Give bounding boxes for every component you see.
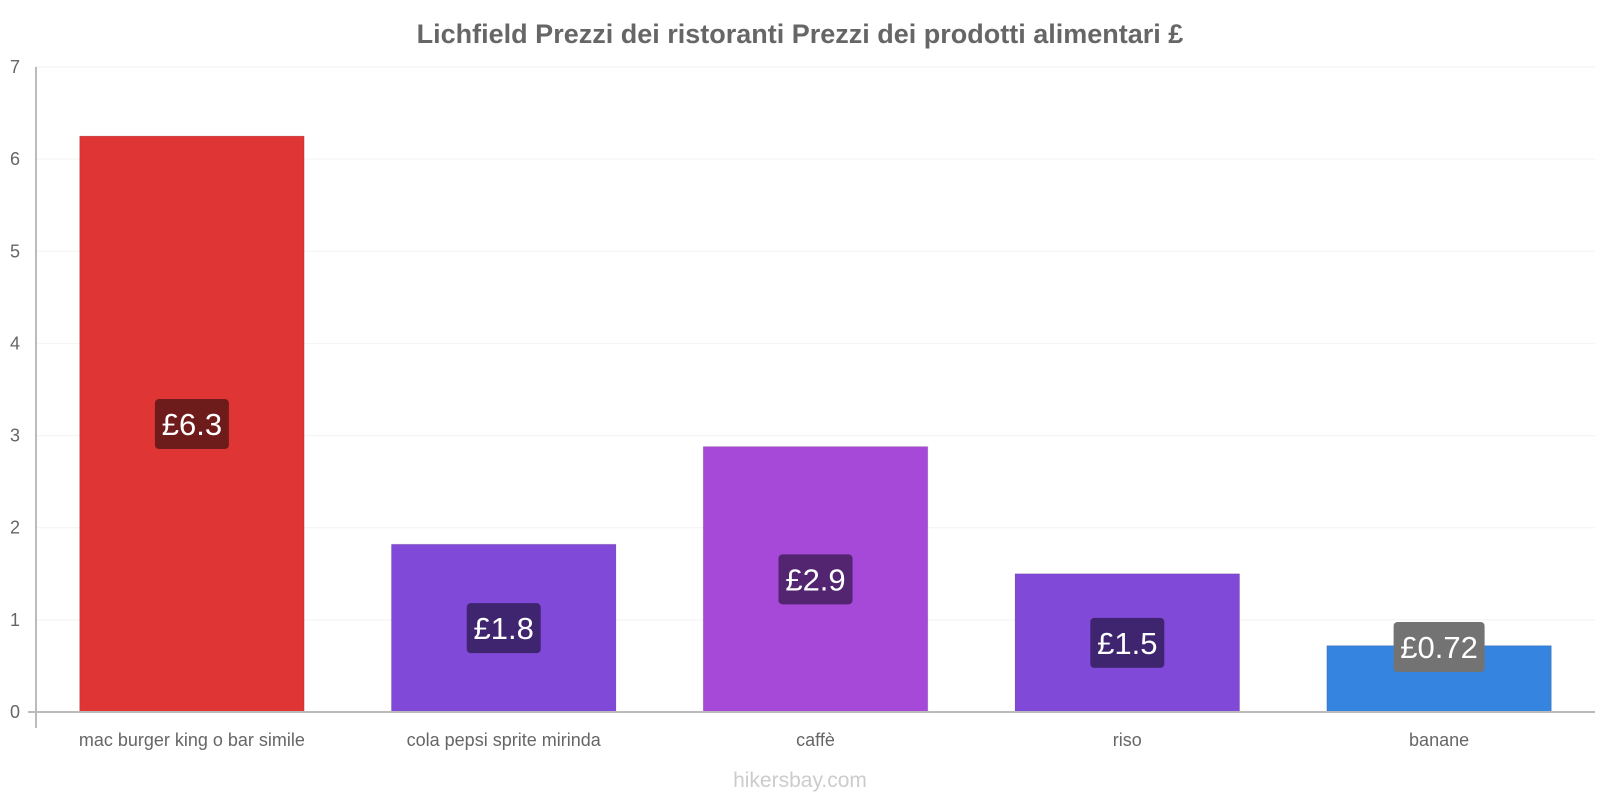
data-label-badge	[1393, 622, 1485, 672]
data-label-badge	[154, 399, 229, 450]
data-label: £0.72	[1400, 630, 1478, 665]
data-labels: £6.3 £1.8 £2.9 £1.5 £0.72	[154, 399, 1485, 672]
x-tick-label: mac burger king o bar simile	[79, 730, 305, 750]
y-tick-label: 7	[10, 57, 20, 77]
y-tick-label: 0	[10, 702, 20, 722]
x-tick-label: caffè	[796, 730, 835, 750]
data-label-badge	[1090, 617, 1165, 668]
x-tick-label: cola pepsi sprite mirinda	[407, 730, 602, 750]
data-label: £1.8	[474, 611, 534, 646]
data-label-badge	[778, 554, 853, 605]
y-tick-label: 6	[10, 149, 20, 169]
data-label: £2.9	[785, 562, 845, 597]
bars	[79, 135, 1552, 713]
x-axis: mac burger king o bar simile cola pepsi s…	[28, 711, 1595, 750]
data-label-badge	[466, 603, 541, 654]
x-tick-label: banane	[1409, 730, 1469, 750]
watermark: hikersbay.com	[733, 769, 867, 792]
x-tick-label: riso	[1113, 730, 1142, 750]
data-label: £6.3	[162, 407, 222, 442]
y-axis: 0 1 2 3 4 5 6 7	[10, 57, 37, 728]
data-label: £1.5	[1097, 626, 1157, 661]
y-tick-label: 1	[10, 610, 20, 630]
y-tick-label: 2	[10, 518, 20, 538]
y-tick-label: 3	[10, 426, 20, 446]
y-tick-label: 5	[10, 241, 20, 261]
y-tick-label: 4	[10, 333, 20, 353]
chart-title: Lichfield Prezzi dei ristoranti Prezzi d…	[417, 19, 1184, 49]
